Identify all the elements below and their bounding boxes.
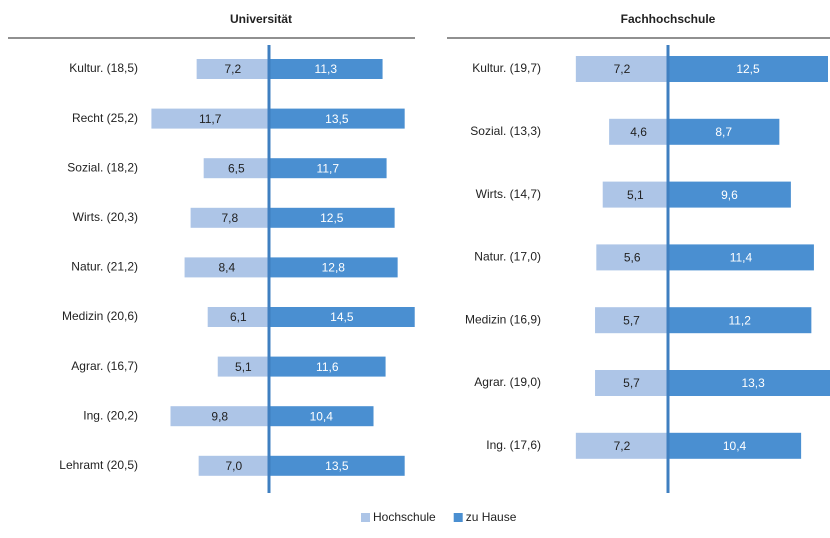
bar <box>196 59 269 79</box>
value-label: 14,5 <box>330 310 354 324</box>
value-label: 7,2 <box>224 62 241 76</box>
bar <box>668 56 828 82</box>
value-label: 9,8 <box>211 409 228 423</box>
bar <box>595 307 668 334</box>
bar <box>203 158 269 179</box>
category-label: Wirts. (20,3) <box>73 210 138 224</box>
bar <box>269 108 405 129</box>
category-label: Kultur. (18,5) <box>69 61 138 75</box>
value-label: 11,2 <box>728 313 751 327</box>
bar <box>269 59 383 79</box>
bar <box>190 207 269 228</box>
value-label: 9,6 <box>721 188 738 202</box>
bar <box>668 118 780 145</box>
bar <box>668 307 812 334</box>
value-label: 10,4 <box>723 439 747 453</box>
category-label: Ing. (17,6) <box>486 438 541 452</box>
value-label: 5,1 <box>627 188 644 202</box>
category-label: Natur. (17,0) <box>474 250 541 264</box>
bar <box>575 432 668 459</box>
category-label: Natur. (21,2) <box>71 260 138 274</box>
category-label: Lehramt (20,5) <box>59 458 138 472</box>
legend-swatch <box>361 513 370 522</box>
bar <box>609 118 668 145</box>
bar <box>269 356 386 377</box>
value-label: 11,6 <box>316 360 339 374</box>
bar <box>596 244 668 271</box>
value-label: 5,1 <box>235 360 252 374</box>
value-label: 12,8 <box>322 261 346 275</box>
value-label: 13,5 <box>325 112 349 126</box>
bar <box>269 455 405 476</box>
value-label: 11,4 <box>730 251 753 265</box>
category-label: Sozial. (13,3) <box>470 124 541 138</box>
chart-title: Universität <box>230 12 292 26</box>
value-label: 11,7 <box>199 112 222 126</box>
value-label: 12,5 <box>320 211 344 225</box>
category-label: Agrar. (16,7) <box>71 359 138 373</box>
category-label: Ing. (20,2) <box>83 408 138 422</box>
bar <box>575 56 668 82</box>
value-label: 7,2 <box>614 62 631 76</box>
value-label: 12,5 <box>736 62 760 76</box>
value-label: 6,1 <box>230 310 247 324</box>
value-label: 7,8 <box>221 211 238 225</box>
bar <box>668 432 802 459</box>
value-label: 8,4 <box>218 261 235 275</box>
legend-label: zu Hause <box>466 510 517 524</box>
bar <box>269 406 374 427</box>
category-label: Medizin (16,9) <box>465 312 541 326</box>
value-label: 4,6 <box>630 125 647 139</box>
bar <box>269 257 398 278</box>
bar <box>269 207 395 228</box>
value-label: 10,4 <box>310 409 334 423</box>
value-label: 5,7 <box>623 313 640 327</box>
value-label: 8,7 <box>715 125 732 139</box>
value-label: 11,7 <box>317 161 340 175</box>
category-label: Medizin (20,6) <box>62 309 138 323</box>
bar <box>184 257 269 278</box>
value-label: 5,7 <box>623 376 640 390</box>
bar <box>269 307 415 327</box>
value-label: 13,5 <box>325 459 349 473</box>
value-label: 11,3 <box>315 62 338 76</box>
category-label: Sozial. (18,2) <box>67 160 138 174</box>
value-label: 7,0 <box>225 459 242 473</box>
bar <box>269 158 387 179</box>
bar <box>198 455 269 476</box>
bar <box>668 370 830 396</box>
legend-swatch <box>453 513 463 522</box>
bar <box>668 181 791 208</box>
category-label: Wirts. (14,7) <box>476 187 541 201</box>
legend-label: Hochschule <box>373 510 436 524</box>
value-label: 6,5 <box>228 161 245 175</box>
category-label: Kultur. (19,7) <box>472 61 541 75</box>
category-label: Agrar. (19,0) <box>474 375 541 389</box>
bar <box>170 406 269 427</box>
category-label: Recht (25,2) <box>72 111 138 125</box>
bar <box>217 356 269 377</box>
bar <box>151 108 269 129</box>
value-label: 13,3 <box>741 376 765 390</box>
value-label: 5,6 <box>624 251 641 265</box>
bar <box>602 181 668 208</box>
bar <box>207 307 269 327</box>
chart-title: Fachhochschule <box>621 12 716 26</box>
bar <box>595 370 668 396</box>
value-label: 7,2 <box>614 439 631 453</box>
bar <box>668 244 814 271</box>
